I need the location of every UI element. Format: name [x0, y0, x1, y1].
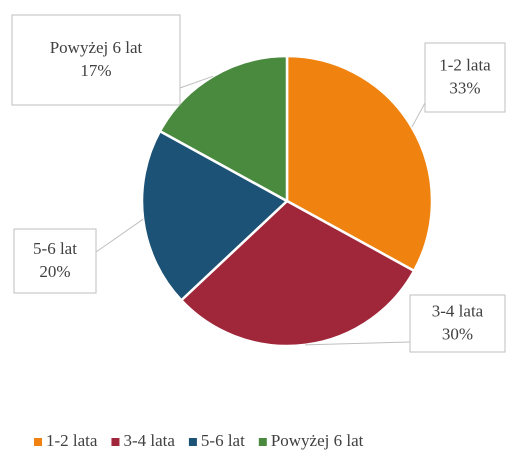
- leader-line: [95, 218, 144, 253]
- leader-line: [179, 75, 214, 89]
- label-box: [13, 228, 97, 294]
- label-box: [424, 42, 506, 113]
- data-label: 20%: [39, 262, 70, 281]
- legend-swatch: [34, 438, 42, 446]
- legend-swatch: [188, 438, 197, 446]
- leader-line: [411, 102, 426, 128]
- pie-slice: [285, 54, 434, 273]
- legend-label: 5-6 lat: [201, 431, 245, 450]
- pie-slice: [140, 129, 290, 303]
- data-label-name: 5-6 lat: [33, 239, 77, 258]
- label-box: [11, 14, 181, 106]
- data-label-name: 1-2 lata: [439, 55, 491, 74]
- label-box: [409, 294, 506, 353]
- legend-label: 3-4 lata: [123, 431, 175, 450]
- legend-label: 1-2 lata: [46, 431, 98, 450]
- legend-swatch: [111, 438, 120, 446]
- pie-slice: [179, 199, 416, 348]
- leader-line: [305, 341, 411, 346]
- data-label: 30%: [442, 324, 473, 343]
- data-label-name: Powyżej 6 lat: [50, 38, 143, 57]
- data-label: 33%: [449, 78, 480, 97]
- legend-label: Powyżej 6 lat: [271, 431, 364, 450]
- data-label: 17%: [80, 61, 111, 80]
- legend-swatch: [258, 438, 267, 446]
- pie-slice: [158, 54, 289, 204]
- data-label-name: 3-4 lata: [432, 301, 484, 320]
